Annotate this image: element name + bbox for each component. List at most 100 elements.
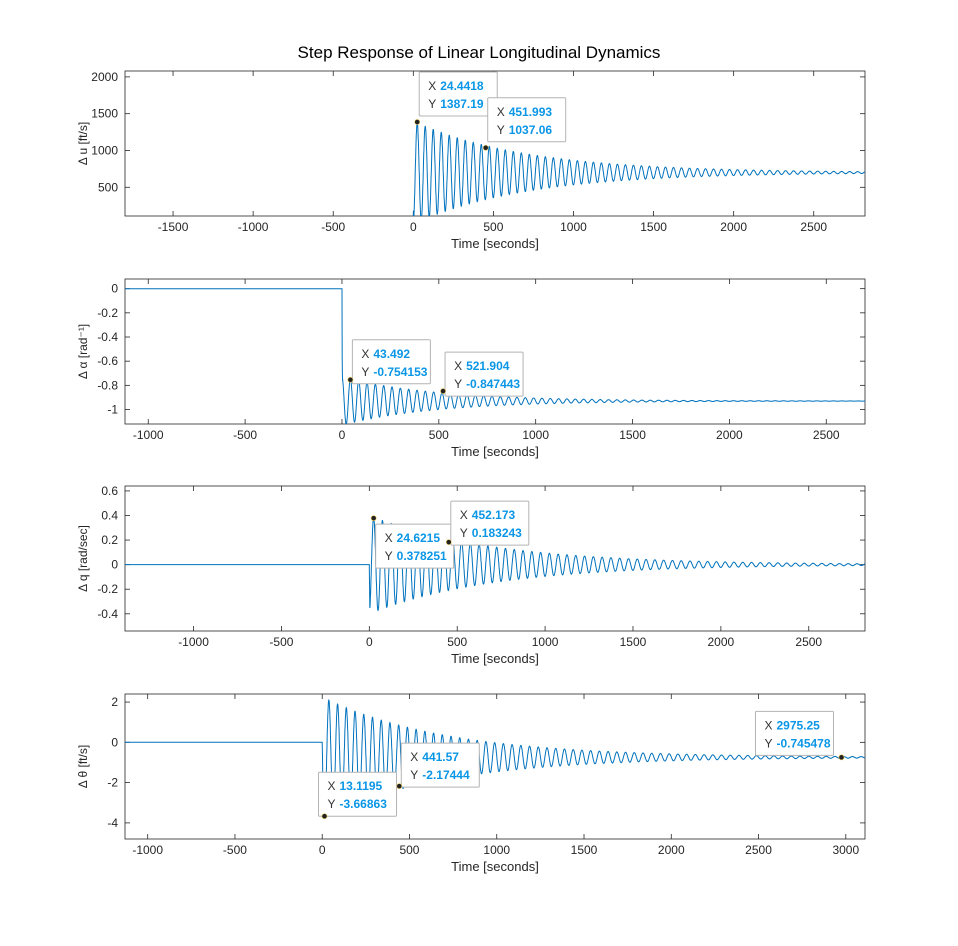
- datatip-y-value: -3.66863: [340, 797, 388, 811]
- datatip-box[interactable]: [754, 710, 834, 756]
- x-tick-label: 2500: [795, 635, 822, 649]
- datatip-y-key: Y: [328, 797, 336, 811]
- datatip-marker[interactable]: [396, 783, 403, 790]
- datatip-marker[interactable]: [482, 144, 489, 151]
- y-axis-label: Δ α [rad⁻¹]: [76, 324, 90, 379]
- datatip[interactable]: X 521.904 Y -0.847443: [440, 351, 524, 397]
- figure-title: Step Response of Linear Longitudinal Dyn…: [298, 43, 661, 62]
- subplots: -1500 -1000 -500 0 500 1000 1500 2000 2500500100…: [76, 70, 866, 874]
- datatip[interactable]: X 451.993 Y 1037.06: [482, 97, 567, 151]
- datatip-y-key: Y: [764, 736, 772, 750]
- y-axis-label: Δ θ [ft/s]: [76, 745, 90, 788]
- series-line: [412, 121, 865, 216]
- subplot-3: -1000 -500 0 500 1000 1500 2000 2500 0.6 0.4 0.2 0 -…: [76, 484, 866, 666]
- datatip-marker[interactable]: [347, 376, 354, 383]
- y-tick-label: 2: [111, 695, 118, 709]
- datatip-y-key: Y: [385, 549, 393, 563]
- y-tick-label: -2: [107, 776, 118, 790]
- x-tick-label: -1000: [132, 843, 163, 857]
- x-tick-label: 1000: [483, 843, 510, 857]
- datatip-marker[interactable]: [440, 388, 446, 394]
- datatip-box[interactable]: [487, 97, 567, 143]
- y-tick-label: -1: [107, 403, 118, 417]
- x-tick-label: -500: [321, 220, 345, 234]
- x-tick-label: 2000: [658, 843, 685, 857]
- y-tick-label: -0.4: [97, 330, 118, 344]
- x-tick-label: 2000: [708, 635, 735, 649]
- x-tick-label: 0: [339, 428, 346, 442]
- x-tick-label: 0: [410, 220, 417, 234]
- datatip[interactable]: X 24.6215 Y 0.378251: [370, 515, 455, 569]
- datatip-box[interactable]: [351, 339, 431, 385]
- datatip-x-key: X: [328, 779, 336, 793]
- datatip-x-value: 24.4418: [440, 79, 484, 93]
- datatip-y-key: Y: [410, 768, 418, 782]
- datatip-x-key: X: [454, 359, 462, 373]
- datatip-box[interactable]: [418, 71, 498, 117]
- y-tick-label: 1500: [91, 107, 118, 121]
- datatip[interactable]: X 24.4418 Y 1387.19: [414, 71, 498, 125]
- x-tick-label: 2500: [745, 843, 772, 857]
- datatip-y-value: 1037.06: [509, 123, 553, 137]
- x-tick-label: 2500: [800, 220, 827, 234]
- subplot-2: -1000 -500 0 500 1000 1500 2000 2500 0 -0.2 -0.4 -0…: [76, 278, 866, 459]
- datatip-y-value: 0.378251: [397, 549, 447, 563]
- subplot-4: -1000 -500 0 500 1000 1500 2000 2500 3000 2 0 -2 -4 T…: [76, 693, 866, 874]
- y-tick-label: -0.6: [97, 354, 118, 368]
- y-tick-label: -0.4: [97, 607, 118, 621]
- y-tick-label: 0.6: [101, 484, 118, 498]
- datatip-box[interactable]: [375, 523, 455, 569]
- datatip-x-key: X: [764, 718, 772, 732]
- x-tick-label: 2500: [813, 428, 840, 442]
- x-tick-label: 500: [447, 635, 467, 649]
- x-tick-label: 1500: [571, 843, 598, 857]
- datatip-x-value: 451.993: [509, 105, 553, 119]
- x-tick-label: 0: [319, 843, 326, 857]
- x-tick-label: -500: [223, 843, 247, 857]
- datatip-marker[interactable]: [321, 813, 328, 820]
- y-tick-label: 0.2: [101, 533, 118, 547]
- x-tick-label: 1500: [619, 428, 646, 442]
- datatip-x-key: X: [497, 105, 505, 119]
- datatip[interactable]: X 43.492 Y -0.754153: [347, 339, 431, 385]
- y-tick-label: 0: [111, 735, 118, 749]
- y-tick-label: -0.8: [97, 378, 118, 392]
- x-tick-label: -1000: [133, 428, 164, 442]
- datatip-box[interactable]: [444, 351, 524, 397]
- y-tick-label: -4: [107, 816, 118, 830]
- x-tick-label: 2000: [716, 428, 743, 442]
- y-tick-label: -0.2: [97, 306, 118, 320]
- datatip-y-key: Y: [497, 123, 505, 137]
- datatip-box[interactable]: [400, 742, 480, 788]
- subplot-1: -1500 -1000 -500 0 500 1000 1500 2000 2500 500 100…: [76, 70, 866, 251]
- x-tick-label: 3000: [832, 843, 859, 857]
- datatip-marker[interactable]: [445, 539, 452, 546]
- x-tick-label: 1500: [620, 635, 647, 649]
- datatip-box[interactable]: [450, 500, 530, 546]
- datatip[interactable]: X 13.1195 Y -3.66863: [318, 771, 398, 820]
- y-tick-label: 0: [111, 282, 118, 296]
- datatip-x-key: X: [385, 531, 393, 545]
- x-tick-label: 500: [399, 843, 419, 857]
- datatip[interactable]: X 441.57 Y -2.17444: [396, 742, 480, 790]
- datatip[interactable]: X 452.173 Y 0.183243: [445, 500, 530, 546]
- y-axis-label: Δ q [rad/sec]: [76, 525, 90, 592]
- datatip-x-key: X: [460, 508, 468, 522]
- datatip-y-value: 1387.19: [440, 97, 484, 111]
- x-tick-label: 500: [429, 428, 449, 442]
- datatip-y-key: Y: [361, 365, 369, 379]
- x-tick-label: 1500: [640, 220, 667, 234]
- datatip-marker[interactable]: [370, 515, 377, 522]
- x-tick-label: -1500: [158, 220, 189, 234]
- y-tick-label: 500: [98, 180, 118, 194]
- x-tick-label: -1000: [238, 220, 269, 234]
- x-axis-label: Time [seconds]: [451, 444, 539, 459]
- datatip-x-key: X: [410, 750, 418, 764]
- x-tick-label: 1000: [560, 220, 587, 234]
- y-tick-label: 0.4: [101, 508, 118, 522]
- datatip-marker[interactable]: [414, 119, 421, 125]
- datatip-marker[interactable]: [838, 754, 845, 761]
- datatip-box[interactable]: [318, 771, 398, 817]
- x-tick-label: -500: [233, 428, 257, 442]
- datatip[interactable]: X 2975.25 Y -0.745478: [754, 710, 845, 761]
